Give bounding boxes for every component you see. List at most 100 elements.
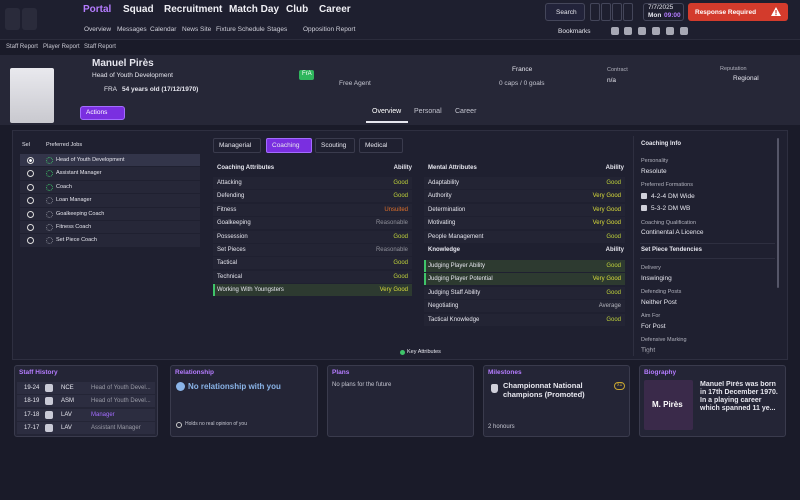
attribute-name: People Management	[428, 233, 484, 240]
bookmarks[interactable]: Bookmarks	[558, 28, 591, 35]
subnav-item[interactable]: Messages	[117, 26, 147, 33]
info-value: Inswinging	[641, 275, 672, 282]
staff-name: Manuel Pirès	[92, 58, 154, 69]
relationship-icon	[176, 382, 185, 391]
attribute-row	[213, 244, 412, 256]
contract: n/a	[607, 77, 617, 84]
radio[interactable]	[27, 157, 34, 164]
breadcrumb-item[interactable]: Staff Report	[6, 44, 38, 50]
attribute-tab[interactable]	[315, 138, 355, 153]
subnav-item[interactable]: Fixture Schedule	[216, 26, 265, 33]
actions-button[interactable]	[80, 106, 125, 120]
radio[interactable]	[27, 170, 34, 178]
attribute-ability: Very Good	[592, 276, 621, 283]
history-years: 19-24	[24, 385, 40, 391]
scrollbar	[777, 138, 779, 288]
attribute-ability: Good	[606, 180, 621, 186]
attribute-ability: Very Good	[592, 193, 621, 200]
nav-item[interactable]: Match Day	[229, 4, 280, 15]
job-icon	[46, 237, 53, 245]
quick-icon[interactable]	[638, 27, 646, 35]
subnav-item[interactable]: Opposition Report	[303, 26, 356, 33]
subnav-item[interactable]: Calendar	[150, 26, 177, 33]
attribute-tab[interactable]	[213, 138, 261, 153]
info-value: 4-2-4 DM Wide	[651, 193, 695, 200]
attribute-name: Judging Staff Ability	[428, 289, 481, 296]
quick-icon[interactable]	[652, 27, 660, 35]
breadcrumb-item[interactable]: Player Report	[43, 44, 80, 50]
quick-icon[interactable]	[666, 27, 674, 35]
profile-tab[interactable]: Overview	[372, 108, 402, 115]
radio[interactable]	[27, 224, 34, 231]
attribute-tab-label[interactable]: Medical	[365, 142, 388, 149]
profile-tab[interactable]: Personal	[414, 108, 442, 115]
radio[interactable]	[27, 197, 34, 205]
attribute-name: Fitness	[217, 206, 237, 213]
job-icon	[46, 197, 53, 205]
quick-icon[interactable]	[611, 27, 619, 35]
legend-dot	[400, 350, 405, 355]
radio[interactable]	[27, 237, 34, 245]
toolbar-button[interactable]	[612, 3, 622, 21]
history-club: NCE	[61, 385, 74, 391]
nav-item[interactable]: Squad	[123, 4, 154, 15]
section-header: Mental Attributes	[428, 165, 477, 171]
relationship-note: Holds no real opinion of you	[185, 421, 247, 427]
attribute-ability: Average	[598, 303, 621, 310]
info-label: Defending Posts	[641, 289, 682, 295]
subnav-item[interactable]: Overview	[84, 26, 112, 33]
info-fade	[636, 346, 776, 358]
info-value: Continental A Licence	[641, 229, 704, 236]
attribute-name: Negotiating	[428, 303, 459, 310]
nav-item[interactable]: Recruitment	[164, 4, 223, 15]
info-divider	[633, 136, 634, 356]
quick-icon[interactable]	[624, 27, 632, 35]
search-button[interactable]: Search	[556, 9, 577, 16]
attribute-row	[213, 203, 412, 216]
job-name: Loan Manager	[56, 197, 92, 204]
job-name: Head of Youth Development	[56, 157, 125, 163]
nav-item[interactable]: Career	[319, 4, 351, 15]
history-job: Head of Youth Devel...	[91, 385, 151, 391]
breadcrumb-item[interactable]: Staff Report	[84, 44, 116, 50]
quick-icon[interactable]	[680, 27, 688, 35]
alert-icon	[771, 7, 781, 16]
reputation-label: Reputation	[720, 66, 747, 72]
subnav-item[interactable]: News Site	[182, 26, 212, 33]
forward-button[interactable]	[22, 8, 37, 30]
attribute-tab-label[interactable]: Coaching	[272, 142, 300, 149]
radio[interactable]	[27, 210, 34, 218]
toolbar-button[interactable]	[601, 3, 611, 21]
card-title: Relationship	[175, 369, 215, 376]
honours: 2 honours	[488, 424, 515, 430]
profile-tab[interactable]: Career	[455, 108, 477, 115]
attribute-tab-label[interactable]: Managerial	[219, 142, 252, 149]
nav-item[interactable]: Club	[286, 4, 309, 15]
alert-label[interactable]: Response Required	[695, 9, 757, 16]
attribute-tab-label[interactable]: Scouting	[321, 142, 347, 149]
attribute-tab[interactable]	[359, 138, 403, 153]
card-title: Plans	[332, 369, 350, 376]
attribute-ability: Very Good	[379, 287, 408, 294]
info-label: Aim For	[641, 313, 661, 319]
attribute-name: Judging Player Ability	[428, 263, 486, 269]
attribute-tab[interactable]	[266, 138, 312, 153]
toolbar-button[interactable]	[623, 3, 633, 21]
history-years: 17-17	[24, 425, 40, 432]
search-box[interactable]	[545, 3, 585, 21]
nationality: FRA	[104, 86, 117, 93]
radio[interactable]	[27, 183, 34, 191]
back-button[interactable]	[5, 8, 20, 30]
day: Mon	[648, 12, 662, 19]
info-value: Neither Post	[641, 299, 677, 306]
club-logo	[45, 384, 53, 392]
attribute-ability: Good	[606, 233, 621, 240]
actions-label[interactable]: Actions	[86, 109, 108, 116]
alert-button[interactable]	[688, 3, 788, 21]
attribute-name: Adaptability	[428, 180, 460, 186]
subnav-item[interactable]: Stages	[267, 26, 288, 33]
attribute-ability: Good	[393, 193, 408, 200]
toolbar-button[interactable]	[590, 3, 600, 21]
section-header: Ability	[605, 247, 624, 253]
nav-item[interactable]: Portal	[83, 4, 112, 15]
